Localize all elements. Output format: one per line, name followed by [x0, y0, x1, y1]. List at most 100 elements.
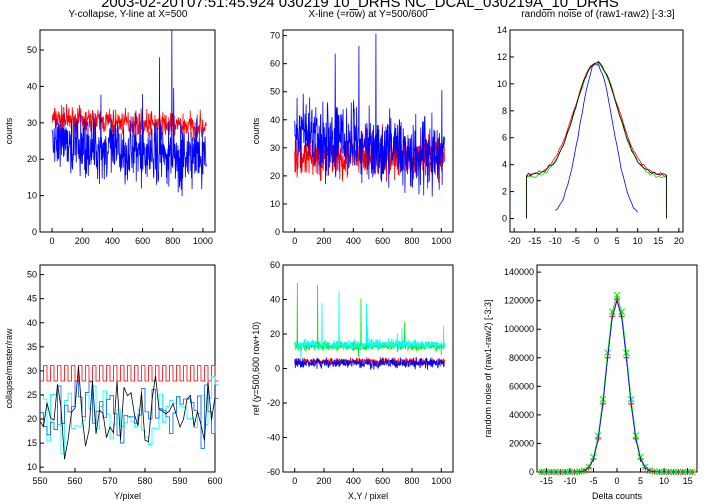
y-tick-label: 0 — [32, 227, 37, 237]
x-tick-label: 200 — [317, 476, 332, 486]
series-blue — [555, 64, 639, 213]
y-tick-label: 10 — [270, 199, 280, 209]
x-tick-label: 1000 — [431, 476, 451, 486]
x-tick-label: 400 — [346, 476, 361, 486]
y-tick-label: 60 — [270, 59, 280, 69]
y-axis-label: ref (y=500,600 row+10) — [251, 322, 261, 416]
x-tick-label: 15 — [653, 236, 663, 246]
y-tick-label: 50 — [270, 87, 280, 97]
y-tick-label: 50 — [27, 45, 37, 55]
y-tick-label: 40 — [270, 295, 280, 305]
y-axis-label: counts — [251, 117, 261, 144]
x-tick-label: 200 — [317, 236, 332, 246]
x-tick-label: 10 — [633, 236, 643, 246]
x-tick-label: 10 — [659, 476, 669, 486]
x-tick-label: 590 — [172, 476, 187, 486]
y-axis-label: counts — [4, 117, 14, 144]
x-tick-label: 560 — [67, 476, 82, 486]
plot-frame — [282, 29, 454, 233]
x-tick-label: -10 — [563, 476, 576, 486]
x-tick-label: 0 — [594, 236, 599, 246]
x-tick-label: 400 — [105, 236, 120, 246]
y-tick-label: -60 — [267, 467, 280, 477]
y-tick-label: 10 — [27, 462, 37, 472]
panel-2-title: X-line (=row) at Y=500/600 — [308, 9, 428, 20]
y-tick-label: -20 — [267, 398, 280, 408]
x-tick-label: 800 — [404, 476, 419, 486]
series-green — [541, 293, 693, 473]
series-red — [526, 62, 667, 219]
y-tick-label: 0 — [502, 214, 507, 224]
y-tick-label: 40 — [27, 81, 37, 91]
y-tick-label: 25 — [27, 390, 37, 400]
y-tick-label: 12 — [497, 52, 507, 62]
y-tick-label: 30 — [27, 366, 37, 376]
x-axis-label: Y/pixel — [114, 491, 141, 501]
x-tick-label: 400 — [346, 236, 361, 246]
series-green — [294, 283, 445, 358]
x-tick-label: 15 — [683, 476, 693, 486]
y-tick-label: -40 — [267, 433, 280, 443]
y-tick-label: 140000 — [504, 267, 534, 277]
y-axis-label: random noise of (raw1-raw2) [-3:3] — [483, 299, 493, 437]
series-blue — [541, 299, 693, 473]
x-tick-label: -10 — [549, 236, 562, 246]
y-tick-label: 14 — [497, 25, 507, 35]
x-tick-label: 0 — [50, 236, 55, 246]
panel-3: -20 -15 -10 -5 0 5 10 15 20 0 2 4 6 8 10 12 14 — [497, 25, 684, 246]
main-title: 2003-02-20T07:51:45.924 030219 10_DRHS N… — [101, 0, 619, 11]
x-axis-label: Delta counts — [592, 491, 643, 501]
y-tick-label: 40 — [27, 318, 37, 328]
x-tick-label: 200 — [75, 236, 90, 246]
y-tick-label: 120000 — [504, 296, 534, 306]
y-tick-label: 0 — [275, 364, 280, 374]
y-axis-label: collapse/master/raw — [4, 328, 14, 409]
panel-5: 0 200 400 600 800 1000 -60 -40 -20 0 20 40 60 X,Y / p… — [251, 260, 454, 501]
y-tick-label: 30 — [27, 118, 37, 128]
x-tick-label: 550 — [32, 476, 47, 486]
panel-4: 550 560 570 580 590 600 10 15 20 25 30 35 40 45 50 Y/pi… — [4, 264, 223, 501]
x-tick-label: 600 — [207, 476, 222, 486]
y-tick-label: 8 — [502, 106, 507, 116]
y-tick-label: 20 — [27, 154, 37, 164]
y-tick-label: 45 — [27, 294, 37, 304]
x-tick-label: 1000 — [193, 236, 213, 246]
y-tick-label: 0 — [529, 467, 534, 477]
y-tick-label: 20 — [270, 329, 280, 339]
y-tick-label: 20000 — [509, 438, 534, 448]
x-tick-label: 600 — [375, 476, 390, 486]
x-tick-label: -15 — [540, 476, 553, 486]
panel-1: 0 200 400 600 800 1000 0 10 20 30 40 50 counts — [4, 29, 216, 246]
y-tick-label: 0 — [275, 227, 280, 237]
x-tick-label: 5 — [615, 236, 620, 246]
y-tick-label: 70 — [270, 31, 280, 41]
series-red — [40, 365, 219, 382]
x-axis-label: X,Y / pixel — [348, 491, 388, 501]
y-tick-label: 20 — [270, 171, 280, 181]
y-tick-label: 40 — [270, 115, 280, 125]
x-tick-label: -15 — [528, 236, 541, 246]
x-tick-label: 600 — [375, 236, 390, 246]
panel-3-title: random noise of (raw1-raw2) [-3:3] — [521, 9, 675, 20]
series-green — [526, 62, 667, 219]
x-tick-label: 0 — [614, 476, 619, 486]
x-tick-label: 570 — [102, 476, 117, 486]
series-blue — [40, 380, 219, 449]
y-tick-label: 10 — [497, 79, 507, 89]
y-tick-label: 10 — [27, 191, 37, 201]
y-tick-label: 30 — [270, 143, 280, 153]
series-blue — [294, 33, 445, 197]
y-tick-label: 60000 — [509, 381, 534, 391]
x-tick-label: 800 — [404, 236, 419, 246]
y-tick-label: 4 — [502, 160, 507, 170]
x-tick-label: 0 — [292, 236, 297, 246]
y-tick-label: 2 — [502, 187, 507, 197]
x-tick-label: 800 — [165, 236, 180, 246]
x-tick-label: -20 — [508, 236, 521, 246]
panel-6: -15 -10 -5 0 5 10 15 0 20000 40000 60000 80000 10000… — [483, 264, 698, 501]
series-black — [526, 61, 667, 219]
x-tick-label: 580 — [137, 476, 152, 486]
x-tick-label: 600 — [135, 236, 150, 246]
